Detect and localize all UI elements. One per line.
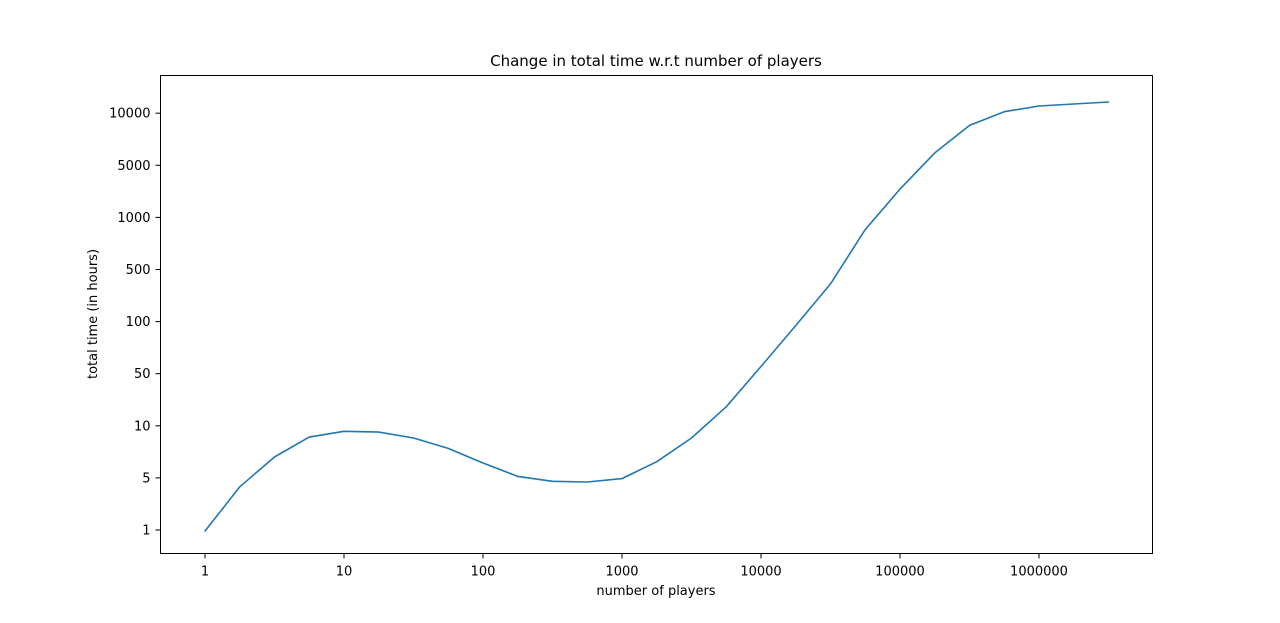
x-tick-label: 10 [336, 565, 353, 580]
x-tick-label: 1000 [605, 565, 638, 580]
y-axis-label: total time (in hours) [86, 249, 101, 379]
y-tick-label: 10 [134, 419, 151, 434]
x-tick-label: 1 [201, 565, 209, 580]
series-line-0 [204, 101, 1110, 532]
y-tick-label: 100 [126, 315, 151, 330]
x-tick-label: 100000 [875, 565, 925, 580]
y-tick-label: 5000 [117, 159, 150, 174]
x-axis: 1 10 100 1000 10000 100000 1000000 [201, 553, 1068, 580]
chart-title: Change in total time w.r.t number of pla… [490, 52, 822, 70]
y-tick-label: 50 [134, 367, 151, 382]
x-tick-label: 1000000 [1010, 565, 1068, 580]
x-tick-label: 10000 [740, 565, 781, 580]
y-tick-label: 500 [126, 263, 151, 278]
x-axis-label: number of players [596, 584, 715, 599]
y-tick-label: 10000 [109, 107, 150, 122]
y-tick-label: 1000 [117, 211, 150, 226]
series-layer [204, 101, 1110, 532]
plot-frame [160, 75, 1153, 554]
y-tick-label: 5 [142, 471, 150, 486]
x-tick-label: 100 [471, 565, 496, 580]
y-tick-label: 1 [142, 524, 150, 539]
y-axis: 1 5 10 50 100 500 1000 5000 10000 [109, 107, 161, 539]
